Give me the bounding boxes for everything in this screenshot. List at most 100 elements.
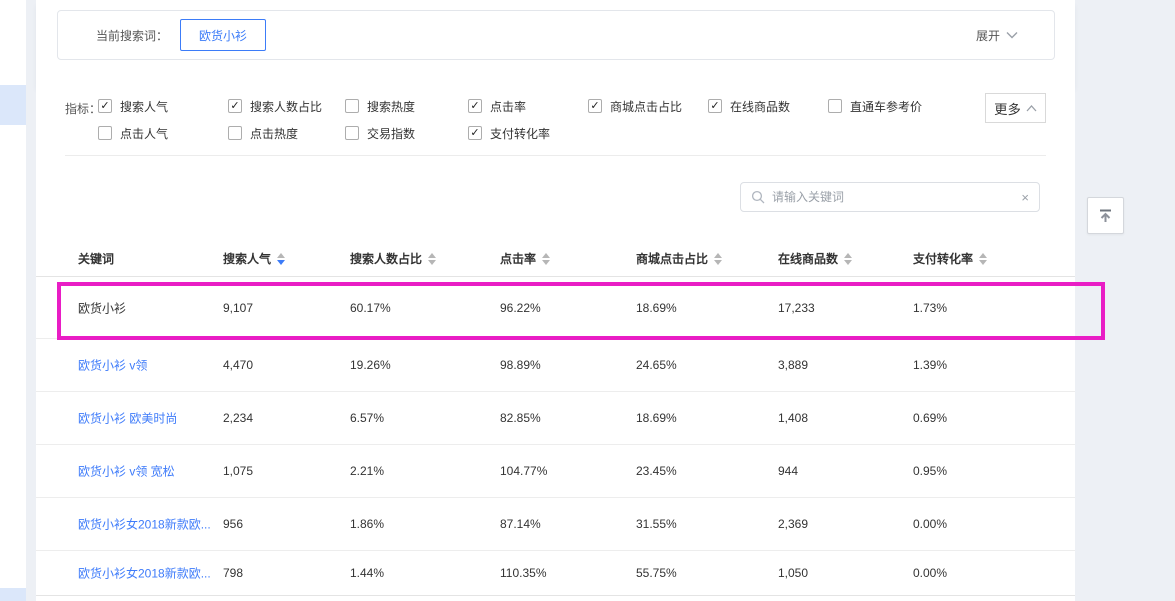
keyword-cell: 欧货小衫 [78,301,127,315]
search-popularity-cell: 2,234 [223,411,254,425]
checkbox-searcher-ratio[interactable]: ✓ 搜索人数占比 [228,98,322,114]
searcher-ratio-cell: 2.21% [350,464,385,478]
column-header-click-rate[interactable]: 点击率 [500,240,551,277]
column-header-search-popularity[interactable]: 搜索人气 [223,240,286,277]
checkbox-icon: ✓ [228,126,242,140]
checkbox-label: 商城点击占比 [610,99,683,114]
mall-click-ratio-cell: 31.55% [636,517,677,531]
expand-toggle[interactable]: 展开 [976,11,1018,59]
checkbox-icon: ✓ [228,99,242,113]
checkbox-search-popularity[interactable]: ✓ 搜索人气 [98,98,168,114]
search-popularity-cell: 798 [223,566,244,580]
search-icon [751,190,765,204]
checkbox-click-rate[interactable]: ✓ 点击率 [468,98,526,114]
table-row: 欧货小衫 v领 4,470 19.26% 98.89% 24.65% 3,889… [36,339,1075,392]
mall-click-ratio-cell: 55.75% [636,566,677,580]
back-to-top-icon [1100,209,1111,222]
left-sidebar-fragment-bottom [0,588,26,601]
checkbox-label: 搜索热度 [367,99,416,114]
online-products-cell: 1,050 [778,566,809,580]
mall-click-ratio-cell: 23.45% [636,464,677,478]
column-header-searcher-ratio[interactable]: 搜索人数占比 [350,240,437,277]
more-label: 更多 [994,101,1021,117]
table-row: 欧货小衫女2018新款欧... 798 1.44% 110.35% 55.75%… [36,551,1075,596]
column-header-label: 支付转化率 [913,252,974,266]
checkbox-icon: ✓ [345,99,359,113]
checkbox-online-products[interactable]: ✓ 在线商品数 [708,98,790,114]
click-rate-cell: 104.77% [500,464,548,478]
checkbox-label: 搜索人数占比 [250,99,323,114]
mall-click-ratio-cell: 24.65% [636,358,677,372]
back-to-top-button[interactable] [1087,197,1124,234]
payment-conversion-cell: 0.95% [913,464,948,478]
current-search-term-button[interactable]: 欧货小衫 [180,19,267,51]
online-products-cell: 3,889 [778,358,809,372]
checkbox-label: 点击人气 [120,126,169,141]
search-term-label: 当前搜索词： [96,28,169,43]
table-header-row: 关键词 搜索人气 搜索人数占比 点击率 商城点击占比 在线商品数 支付转化率 [36,240,1075,277]
click-rate-cell: 82.85% [500,411,541,425]
keyword-link[interactable]: 欧货小衫 v领 宽松 [78,464,175,479]
checkbox-label: 点击热度 [250,126,299,141]
sort-icon [844,252,853,265]
online-products-cell: 944 [778,464,799,478]
checkbox-icon: ✓ [468,99,482,113]
checkbox-label: 支付转化率 [490,126,551,141]
expand-label: 展开 [975,28,1000,43]
sort-icon [979,252,988,265]
keyword-link[interactable]: 欧货小衫 欧美时尚 [78,411,178,426]
clear-icon[interactable]: × [1021,189,1029,205]
payment-conversion-cell: 0.69% [913,411,948,425]
column-header-online-products[interactable]: 在线商品数 [778,240,853,277]
column-header-label: 搜索人数占比 [350,252,423,266]
search-term-card: 当前搜索词： 欧货小衫 展开 [57,10,1055,60]
checkbox-search-heat[interactable]: ✓ 搜索热度 [345,98,415,114]
keyword-link[interactable]: 欧货小衫女2018新款欧... [78,517,211,532]
checkbox-mall-click-ratio[interactable]: ✓ 商城点击占比 [588,98,682,114]
search-popularity-cell: 956 [223,517,244,531]
checkbox-label: 在线商品数 [730,99,791,114]
checkbox-click-popularity[interactable]: ✓ 点击人气 [98,125,168,141]
keyword-link[interactable]: 欧货小衫女2018新款欧... [78,566,211,581]
checkbox-ztc-reference-price[interactable]: ✓ 直通车参考价 [828,98,922,114]
checkbox-payment-conversion[interactable]: ✓ 支付转化率 [468,125,550,141]
checkbox-icon: ✓ [588,99,602,113]
payment-conversion-cell: 1.39% [913,358,948,372]
sort-icon [542,252,551,265]
keyword-search-input[interactable] [772,190,1015,204]
online-products-cell: 17,233 [778,300,815,315]
checkbox-click-heat[interactable]: ✓ 点击热度 [228,125,298,141]
mall-click-ratio-cell: 18.69% [636,411,677,425]
checkbox-icon: ✓ [345,126,359,140]
checkbox-label: 交易指数 [367,126,416,141]
column-header-payment-conversion[interactable]: 支付转化率 [913,240,988,277]
chevron-down-icon [1006,32,1018,39]
column-header-label: 搜索人气 [223,252,272,266]
table-row: 欧货小衫 v领 宽松 1,075 2.21% 104.77% 23.45% 94… [36,445,1075,498]
search-popularity-cell: 1,075 [223,464,254,478]
checkbox-transaction-index[interactable]: ✓ 交易指数 [345,125,415,141]
table-body: 欧货小衫 9,107 60.17% 96.22% 18.69% 17,233 1… [36,277,1075,596]
checkbox-icon: ✓ [98,99,112,113]
click-rate-cell: 87.14% [500,517,541,531]
searcher-ratio-cell: 1.86% [350,517,385,531]
column-header-label: 关键词 [78,252,115,266]
click-rate-cell: 96.22% [500,300,541,315]
checkbox-label: 直通车参考价 [850,99,923,114]
sort-icon [428,252,437,265]
payment-conversion-cell: 1.73% [913,300,948,315]
column-header-label: 点击率 [500,252,537,266]
sort-icon [714,252,723,265]
checkbox-icon: ✓ [468,126,482,140]
searcher-ratio-cell: 1.44% [350,566,385,580]
column-header-keyword: 关键词 [78,240,114,277]
payment-conversion-cell: 0.00% [913,517,948,531]
searcher-ratio-cell: 19.26% [350,358,391,372]
keyword-link[interactable]: 欧货小衫 v领 [78,358,148,373]
more-button[interactable]: 更多 [985,93,1046,123]
column-header-mall-click-ratio[interactable]: 商城点击占比 [636,240,723,277]
chevron-up-icon [1026,104,1037,111]
searcher-ratio-cell: 60.17% [350,300,391,315]
table-row: 欧货小衫女2018新款欧... 956 1.86% 87.14% 31.55% … [36,498,1075,551]
table-row: 欧货小衫 9,107 60.17% 96.22% 18.69% 17,233 1… [36,277,1075,339]
